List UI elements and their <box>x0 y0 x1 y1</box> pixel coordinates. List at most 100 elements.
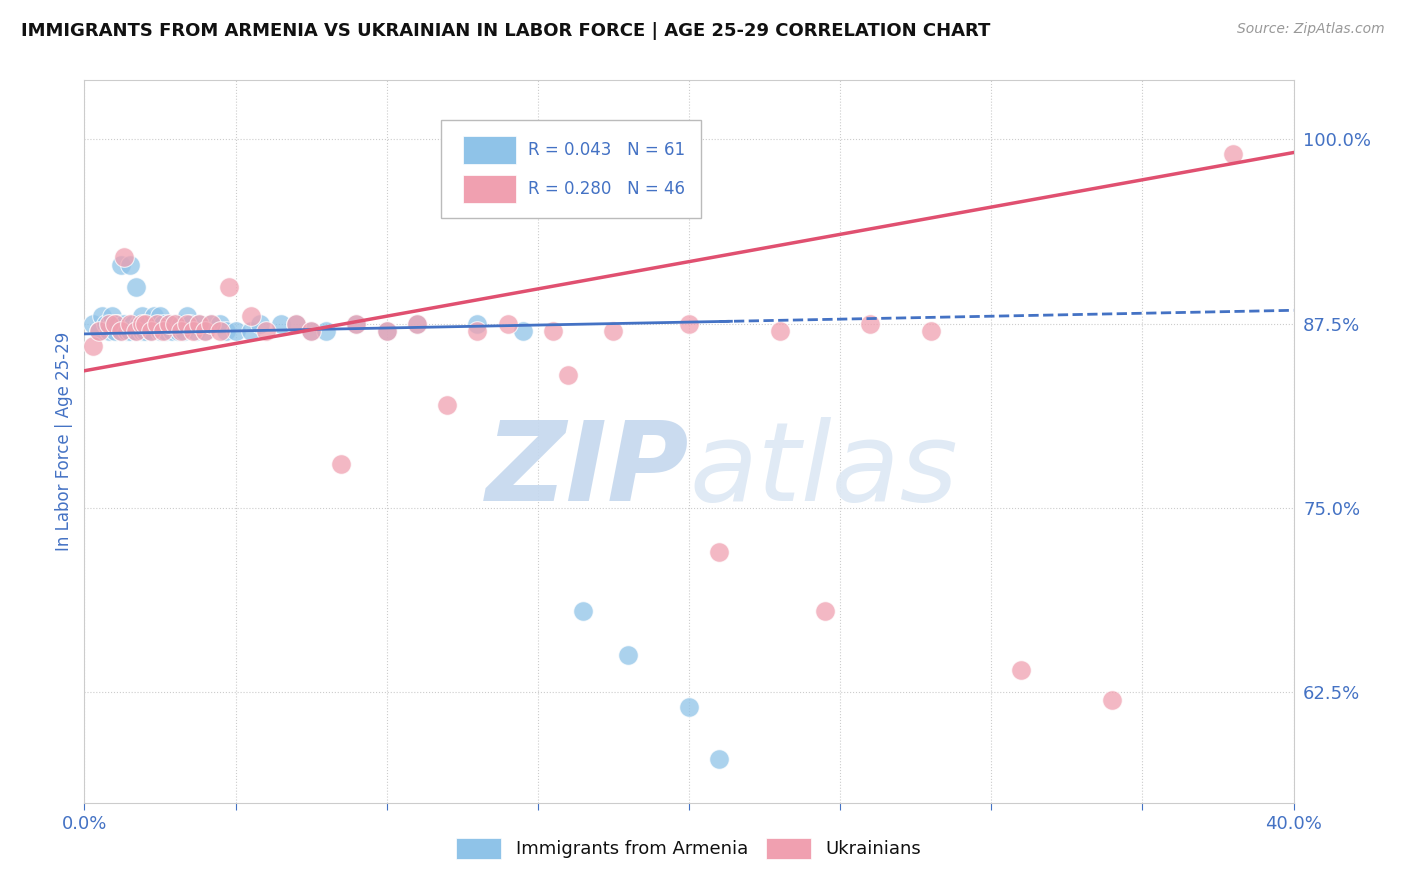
Point <box>125 279 148 293</box>
Point <box>572 604 595 618</box>
Legend: Immigrants from Armenia, Ukrainians: Immigrants from Armenia, Ukrainians <box>449 830 929 866</box>
Point <box>149 324 172 338</box>
Point <box>91 309 114 323</box>
Point <box>181 324 204 338</box>
Point <box>157 317 180 331</box>
Point <box>176 309 198 323</box>
Point <box>131 309 153 323</box>
Point <box>709 545 731 559</box>
Point <box>709 751 731 765</box>
Point <box>188 317 211 331</box>
Point <box>375 324 398 338</box>
Point <box>299 324 322 338</box>
Point <box>1222 147 1244 161</box>
Point <box>112 317 135 331</box>
Point <box>136 317 159 331</box>
Text: R = 0.043   N = 61: R = 0.043 N = 61 <box>529 141 685 160</box>
Point <box>859 317 882 331</box>
Point <box>121 317 143 331</box>
Point <box>94 317 117 331</box>
Point <box>209 324 232 338</box>
Point <box>436 398 458 412</box>
Point <box>82 339 104 353</box>
Point <box>406 317 429 331</box>
Point <box>557 368 579 383</box>
Point <box>346 317 368 331</box>
Point <box>104 317 127 331</box>
FancyBboxPatch shape <box>463 175 516 202</box>
Point <box>128 317 150 331</box>
Point <box>131 317 153 331</box>
Point <box>165 317 187 331</box>
Point <box>467 317 489 331</box>
Point <box>239 324 262 338</box>
Point <box>496 317 519 331</box>
Point <box>118 258 141 272</box>
Point <box>285 317 308 331</box>
Point <box>200 317 222 331</box>
Point <box>104 317 127 331</box>
Point <box>89 324 111 338</box>
Point <box>97 317 120 331</box>
Point <box>173 324 195 338</box>
Point <box>225 324 247 338</box>
Point <box>167 324 190 338</box>
Point <box>152 324 174 338</box>
Point <box>541 324 564 338</box>
Point <box>285 317 308 331</box>
FancyBboxPatch shape <box>463 136 516 164</box>
Point <box>375 324 398 338</box>
Text: R = 0.280   N = 46: R = 0.280 N = 46 <box>529 179 685 198</box>
Point <box>157 317 180 331</box>
Point <box>118 324 141 338</box>
Point <box>1011 663 1033 677</box>
Point <box>118 317 141 331</box>
Point <box>131 324 153 338</box>
Text: Source: ZipAtlas.com: Source: ZipAtlas.com <box>1237 22 1385 37</box>
Point <box>678 700 700 714</box>
Point <box>200 317 222 331</box>
Point <box>315 324 337 338</box>
Point <box>139 324 162 338</box>
Point <box>112 250 135 264</box>
Text: atlas: atlas <box>689 417 957 524</box>
Point <box>125 324 148 338</box>
Y-axis label: In Labor Force | Age 25-29: In Labor Force | Age 25-29 <box>55 332 73 551</box>
Point <box>107 317 129 331</box>
Point <box>270 317 292 331</box>
Point <box>179 317 201 331</box>
Point <box>97 324 120 338</box>
Point <box>104 324 127 338</box>
Point <box>218 279 240 293</box>
Point <box>512 324 534 338</box>
Point <box>165 317 187 331</box>
Point <box>176 317 198 331</box>
Point <box>254 324 277 338</box>
Point <box>100 309 122 323</box>
Point <box>346 317 368 331</box>
Point <box>920 324 942 338</box>
Point <box>194 324 217 338</box>
Point <box>142 309 165 323</box>
Point <box>249 317 271 331</box>
Point <box>170 324 193 338</box>
Point <box>115 324 138 338</box>
Point <box>186 324 208 338</box>
Point <box>134 317 156 331</box>
Point <box>110 258 132 272</box>
Point <box>149 309 172 323</box>
Point <box>617 648 640 663</box>
Point <box>239 309 262 323</box>
Point <box>89 324 111 338</box>
Point <box>110 324 132 338</box>
Point <box>152 317 174 331</box>
Point <box>160 324 183 338</box>
Point <box>188 317 211 331</box>
Point <box>194 324 217 338</box>
Point <box>330 457 353 471</box>
Point <box>467 324 489 338</box>
Point <box>146 317 169 331</box>
Point <box>678 317 700 331</box>
Point <box>209 317 232 331</box>
Point <box>146 317 169 331</box>
